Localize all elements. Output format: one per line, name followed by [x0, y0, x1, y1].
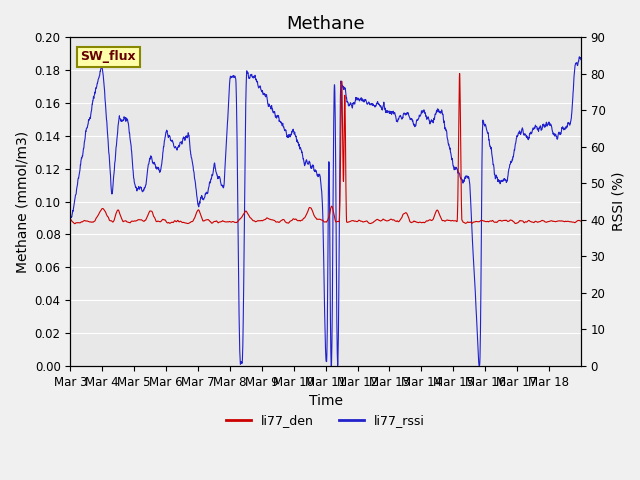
Y-axis label: Methane (mmol/m3): Methane (mmol/m3) — [15, 131, 29, 273]
Title: Methane: Methane — [286, 15, 365, 33]
X-axis label: Time: Time — [308, 394, 342, 408]
Legend: li77_den, li77_rssi: li77_den, li77_rssi — [221, 409, 430, 432]
Y-axis label: RSSI (%): RSSI (%) — [611, 172, 625, 231]
Text: SW_flux: SW_flux — [81, 50, 136, 63]
